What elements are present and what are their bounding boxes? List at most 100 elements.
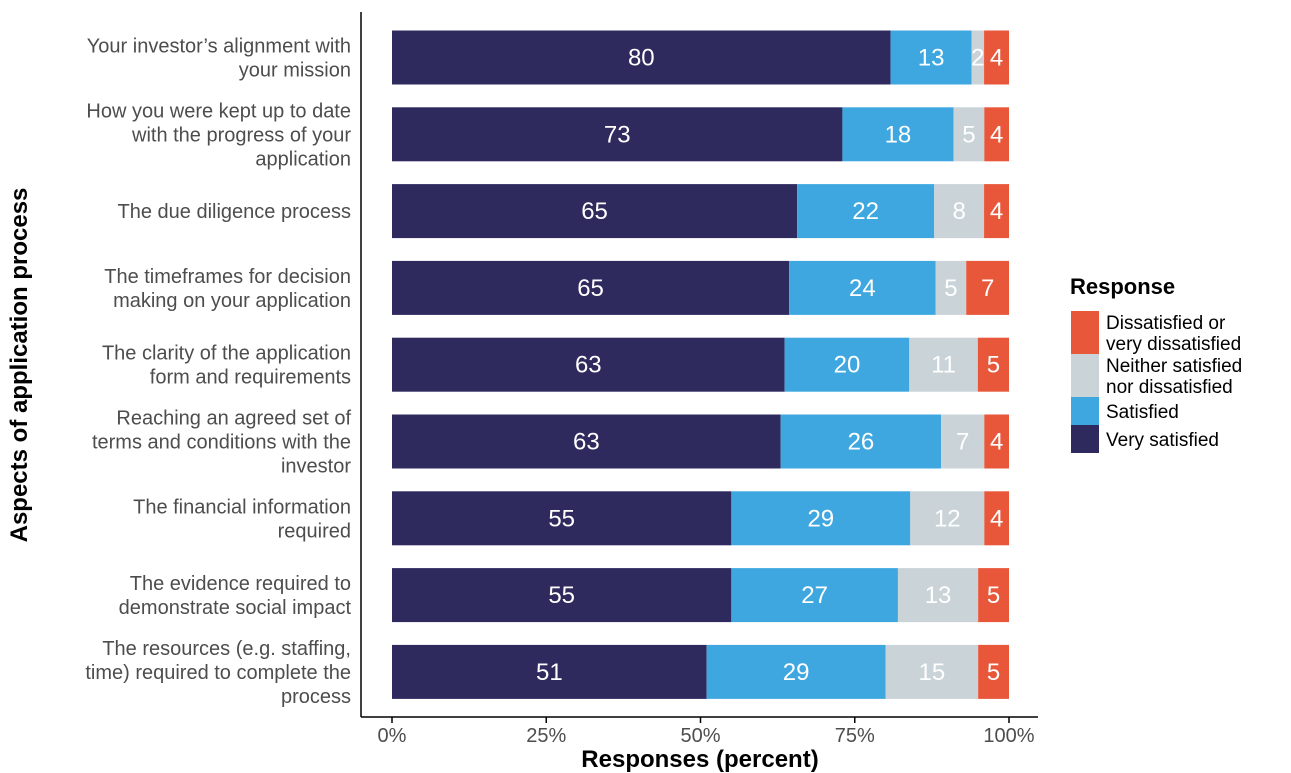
category-label: The resources (e.g. staffing, time) requi…: [85, 638, 351, 708]
legend-label: Satisfied: [1106, 402, 1179, 423]
bar-segment: [909, 337, 978, 392]
data-label: 13: [925, 582, 952, 609]
category-label-line: your mission: [239, 60, 351, 82]
category-label: The due diligence process: [118, 201, 351, 223]
bar-segment: [978, 644, 1009, 699]
data-label: 73: [604, 121, 631, 148]
data-label: 63: [575, 352, 602, 379]
bar-segment: [978, 568, 1009, 623]
bar-segment: [392, 184, 798, 239]
category-labels: Your investor’s alignment with your missi…: [85, 36, 351, 708]
bar-segment: [392, 414, 781, 469]
category-label: Reaching an agreed set of terms and condi…: [92, 408, 351, 478]
category-label-line: time) required to complete the: [85, 662, 351, 684]
data-label: 63: [573, 429, 600, 456]
category-label-line: Reaching an agreed set of: [116, 408, 351, 430]
data-label: 11: [931, 352, 956, 379]
x-tick-label: 0%: [378, 725, 407, 747]
category-label-line: required: [278, 520, 351, 542]
category-label: The timeframes for decision making on you…: [104, 266, 351, 312]
legend-label-line: nor dissatisfied: [1106, 377, 1233, 398]
x-ticks: 0% 25% 50% 75% 100%: [378, 717, 1035, 747]
bar-segment: [984, 107, 1009, 162]
data-label: 55: [548, 582, 575, 609]
bar-segment: [890, 30, 972, 85]
bar-segment: [731, 568, 898, 623]
bars: 80 13 2 473 18 5 465 22 8 465 24 5 763 20 11 563 26 7 455 2…: [392, 30, 1009, 699]
legend-label-line: Dissatisfied or: [1106, 313, 1226, 334]
data-label: 80: [628, 45, 655, 72]
bar-segment: [984, 30, 1009, 85]
category-label-line: The evidence required to: [130, 573, 351, 595]
legend-label-line: Satisfied: [1106, 402, 1179, 423]
data-label: 5: [987, 582, 1000, 609]
data-label: 18: [885, 121, 912, 148]
bar-segment: [935, 260, 967, 315]
bar-segment: [392, 260, 790, 315]
bar-segment: [392, 491, 732, 546]
data-label: 8: [952, 198, 965, 225]
bar-segment: [971, 30, 985, 85]
data-label: 4: [990, 198, 1003, 225]
bar-segment: [784, 337, 910, 392]
bar-segment: [966, 260, 1009, 315]
data-label: 20: [834, 352, 861, 379]
legend-key: [1071, 354, 1099, 397]
x-tick-label: 75%: [835, 725, 875, 747]
legend-title: Response: [1070, 274, 1175, 299]
bar-segment: [897, 568, 979, 623]
category-label-line: demonstrate social impact: [119, 597, 352, 619]
bar-segment: [392, 30, 891, 85]
legend-label-line: Neither satisfied: [1106, 356, 1242, 377]
x-axis-title: Responses (percent): [581, 746, 818, 773]
bar-segment: [731, 491, 911, 546]
category-label: The financial information required: [133, 496, 351, 542]
bar-segment: [984, 491, 1009, 546]
x-tick-label: 50%: [680, 725, 720, 747]
category-label-line: The clarity of the application: [102, 343, 351, 365]
data-label: 4: [990, 45, 1003, 72]
x-tick-label: 100%: [983, 725, 1034, 747]
legend-key: [1071, 425, 1099, 453]
category-label-line: process: [281, 686, 351, 708]
bar-segment: [984, 184, 1009, 239]
bar-segment: [953, 107, 985, 162]
bar-segment: [984, 414, 1009, 469]
data-label: 24: [849, 275, 876, 302]
category-label-line: making on your application: [113, 290, 351, 312]
bar-segment: [706, 644, 886, 699]
bar-segment: [842, 107, 954, 162]
data-label: 51: [536, 659, 563, 686]
category-label-line: How you were kept up to date: [86, 100, 351, 122]
data-label: 7: [981, 275, 994, 302]
legend-label: Dissatisfied or very dissatisfied: [1106, 313, 1241, 355]
data-label: 5: [987, 352, 1000, 379]
bar-segment: [392, 644, 707, 699]
data-label: 4: [990, 121, 1003, 148]
bar-segment: [797, 184, 935, 239]
bar-segment: [885, 644, 979, 699]
category-label-line: The financial information: [133, 496, 351, 518]
bar-segment: [392, 107, 843, 162]
data-label: 5: [987, 659, 1000, 686]
category-label-line: with the progress of your: [131, 124, 351, 146]
category-label: Your investor’s alignment with your missi…: [87, 36, 351, 82]
category-label-line: application: [255, 148, 351, 170]
data-label: 4: [990, 429, 1003, 456]
data-label: 26: [848, 429, 875, 456]
data-label: 27: [801, 582, 828, 609]
bar-segment: [392, 337, 785, 392]
axes: [360, 12, 1038, 718]
legend-label: Very satisfied: [1106, 430, 1219, 451]
category-label-line: Your investor’s alignment with: [87, 36, 351, 58]
data-label: 12: [934, 505, 961, 532]
bar-segment: [910, 491, 985, 546]
bar-segment: [780, 414, 942, 469]
category-label: How you were kept up to date with the pro…: [86, 100, 351, 170]
data-label: 7: [956, 429, 969, 456]
legend-label-line: very dissatisfied: [1106, 334, 1241, 355]
category-label-line: The resources (e.g. staffing,: [102, 638, 351, 660]
data-label: 15: [919, 659, 946, 686]
bar-segment: [977, 337, 1009, 392]
